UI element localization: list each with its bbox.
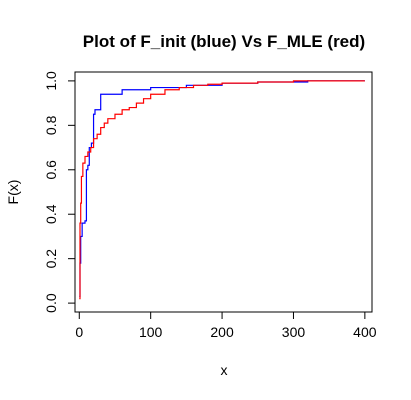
x-tick-label: 200	[210, 324, 234, 340]
y-tick-label: 0.0	[43, 293, 59, 313]
series-line-1	[79, 80, 365, 298]
y-axis-label: F(x)	[5, 180, 21, 205]
x-axis-label: x	[221, 362, 228, 378]
y-tick-label: 0.4	[43, 204, 59, 224]
y-tick-label: 0.6	[43, 160, 59, 180]
y-tick-label: 0.2	[43, 249, 59, 269]
x-tick-label: 300	[282, 324, 306, 340]
y-tick-label: 0.8	[43, 115, 59, 135]
y-axis: 0.0 0.2 0.4 0.6 0.8 1.0	[43, 71, 76, 313]
x-tick-label: 100	[139, 324, 163, 340]
x-tick-label: 0	[75, 324, 83, 340]
series-layer	[79, 80, 365, 300]
plot-area-frame	[74, 71, 373, 313]
y-tick-label: 1.0	[43, 71, 59, 91]
chart-title: Plot of F_init (blue) Vs F_MLE (red)	[83, 32, 365, 51]
series-line-2	[79, 80, 365, 300]
x-tick-label: 400	[353, 324, 377, 340]
x-axis: 0 100 200 300 400	[75, 311, 377, 340]
